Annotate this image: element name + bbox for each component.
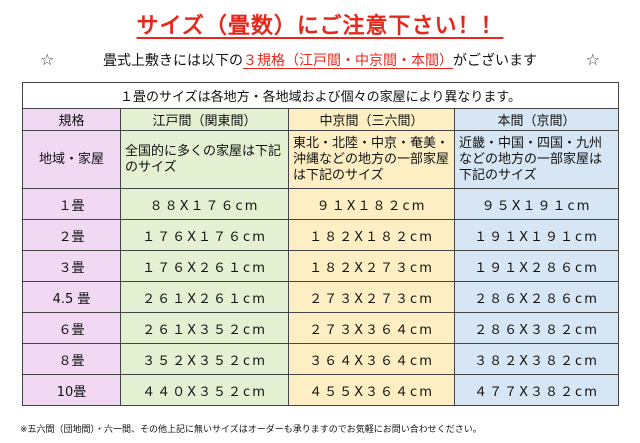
table-row: ８畳 ３５２X３５２cm ３６４X３６４cm ３８２X３８２cm [22,343,619,375]
region-honma: 近畿・中国・四国・九州などの地方の一部家屋は下記のサイズ [454,130,619,189]
header-edo: 江戸間（関東間） [120,108,289,131]
subtitle-after: がございます [453,53,537,69]
size-label: ８畳 [22,343,121,375]
region-edo: 全国的に多くの家屋は下記のサイズ [120,130,289,189]
size-honma: ９５X１９１cm [454,188,619,220]
size-honma: １９１X１９１cm [454,219,619,251]
page-title: サイズ（畳数）にご注意下さい！！ [136,14,504,39]
table-row: １畳 ８８X１７６cm ９１X１８２cm ９５X１９１cm [22,188,619,220]
subtitle: ☆ 畳式上敷きには以下の３規格（江戸間・中京間・本間）がございます ☆ [0,50,640,72]
size-honma: ２８６X３８２cm [454,312,619,344]
region-chukyo: 東北・北陸・中京・奄美・沖縄などの地方の一部家屋は下記のサイズ [288,130,455,189]
size-edo: ８８X１７６cm [120,188,289,220]
size-edo: ４４０X３５２cm [120,374,289,406]
table-row: 4.5 畳 ２６１X２６１cm ２７３X２７３cm ２８６X２８６cm [22,281,619,313]
size-chukyo: ３６４X３６４cm [288,343,455,375]
size-honma: ２８６X２８６cm [454,281,619,313]
region-row: 地域・家屋 全国的に多くの家屋は下記のサイズ 東北・北陸・中京・奄美・沖縄などの… [22,130,619,189]
header-row: 規格 江戸間（関東間） 中京間（三六間） 本間（京間） [22,108,619,131]
table-row: ３畳 １７６X２６１cm １８２X２７３cm １９１X２８６cm [22,250,619,282]
star-left-icon: ☆ [40,50,55,69]
footnote: ※五六間（団地間）・六一間、その他上記に無いサイズはオーダーも承りますのでお気軽… [20,425,482,435]
size-label: ２畳 [22,219,121,251]
size-chukyo: ２７３X３６４cm [288,312,455,344]
header-honma: 本間（京間） [454,108,619,131]
table-row: 10畳 ４４０X３５２cm ４５５X３６４cm ４７７X３８２cm [22,374,619,406]
size-edo: １７６X１７６cm [120,219,289,251]
table-row: ６畳 ２６１X３５２cm ２７３X３６４cm ２８６X３８２cm [22,312,619,344]
size-label: ６畳 [22,312,121,344]
region-label: 地域・家屋 [22,130,121,189]
table-banner: １畳のサイズは各地方・各地域および個々の家屋により異なります。 [22,82,619,109]
size-chukyo: １８２X２７３cm [288,250,455,282]
header-label: 規格 [22,108,121,131]
size-honma: ３８２X３８２cm [454,343,619,375]
size-honma: ４７７X３８２cm [454,374,619,406]
size-edo: ３５２X３５２cm [120,343,289,375]
size-chukyo: ９１X１８２cm [288,188,455,220]
size-chukyo: １８２X１８２cm [288,219,455,251]
size-honma: １９１X２８６cm [454,250,619,282]
banner-row: １畳のサイズは各地方・各地域および個々の家屋により異なります。 [22,82,619,109]
star-right-icon: ☆ [585,50,600,69]
size-chukyo: ４５５X３６４cm [288,374,455,406]
header-chukyo: 中京間（三六間） [288,108,455,131]
size-edo: １７６X２６１cm [120,250,289,282]
subtitle-highlight: ３規格（江戸間・中京間・本間） [243,53,453,69]
size-label: 4.5 畳 [22,281,121,313]
size-edo: ２６１X３５２cm [120,312,289,344]
size-table: １畳のサイズは各地方・各地域および個々の家屋により異なります。 規格 江戸間（関… [22,82,619,406]
subtitle-before: 畳式上敷きには以下の [103,53,243,69]
size-edo: ２６１X２６１cm [120,281,289,313]
size-label: ３畳 [22,250,121,282]
size-chukyo: ２７３X２７３cm [288,281,455,313]
size-label: 10畳 [22,374,121,406]
table-row: ２畳 １７６X１７６cm １８２X１８２cm １９１X１９１cm [22,219,619,251]
size-label: １畳 [22,188,121,220]
